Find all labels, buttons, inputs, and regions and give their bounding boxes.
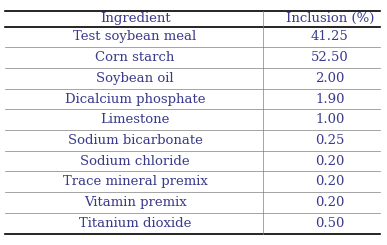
Text: 0.20: 0.20 xyxy=(315,155,344,168)
Text: 41.25: 41.25 xyxy=(311,30,349,43)
Text: 52.50: 52.50 xyxy=(311,51,349,64)
Text: Limestone: Limestone xyxy=(100,113,170,126)
Text: Sodium chloride: Sodium chloride xyxy=(80,155,190,168)
Text: Titanium dioxide: Titanium dioxide xyxy=(79,217,191,230)
Text: 0.20: 0.20 xyxy=(315,196,344,209)
Text: Sodium bicarbonate: Sodium bicarbonate xyxy=(68,134,202,147)
Text: Inclusion (%): Inclusion (%) xyxy=(286,12,374,25)
Text: Ingredient: Ingredient xyxy=(100,12,170,25)
Text: 1.90: 1.90 xyxy=(315,93,345,106)
Text: 0.25: 0.25 xyxy=(315,134,344,147)
Text: 1.00: 1.00 xyxy=(315,113,344,126)
Text: 0.50: 0.50 xyxy=(315,217,344,230)
Text: Trace mineral premix: Trace mineral premix xyxy=(63,175,207,188)
Text: Corn starch: Corn starch xyxy=(96,51,175,64)
Text: Vitamin premix: Vitamin premix xyxy=(84,196,187,209)
Text: Soybean oil: Soybean oil xyxy=(96,72,174,85)
Text: Dicalcium phosphate: Dicalcium phosphate xyxy=(65,93,205,106)
Text: 2.00: 2.00 xyxy=(315,72,344,85)
Text: 0.20: 0.20 xyxy=(315,175,344,188)
Text: Test soybean meal: Test soybean meal xyxy=(74,30,197,43)
